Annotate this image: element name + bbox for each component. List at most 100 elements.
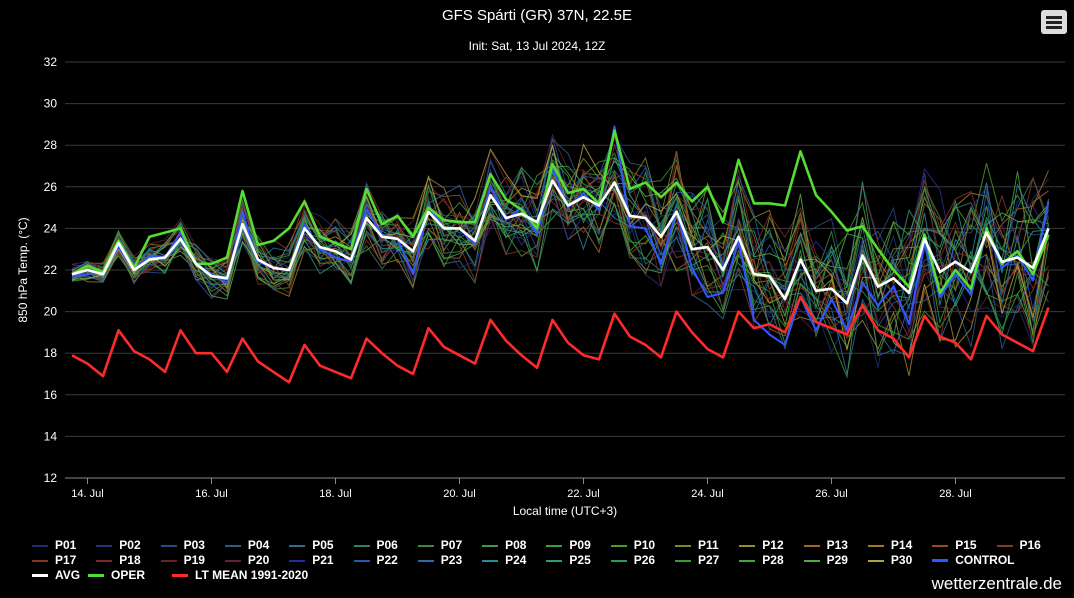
legend-item-p02[interactable]: P02: [96, 537, 141, 553]
legend-item-oper[interactable]: OPER: [88, 567, 145, 583]
y-axis-label: 850 hPa Temp. (°C): [16, 217, 30, 322]
legend-label: P18: [119, 553, 141, 567]
legend-label: P14: [890, 538, 913, 552]
legend-item-avg[interactable]: AVG: [32, 567, 80, 583]
legend-item-p13[interactable]: P13: [803, 537, 848, 553]
legend-item-p26[interactable]: P26: [610, 552, 655, 568]
legend-label: P20: [247, 553, 270, 567]
hamburger-menu-icon[interactable]: [1041, 10, 1067, 34]
series-line-avg: [71, 179, 1050, 305]
legend-item-p17[interactable]: P17: [32, 552, 76, 568]
legend-swatch: [32, 559, 48, 562]
legend-item-p14[interactable]: P14: [867, 537, 913, 553]
legend-label: P24: [505, 553, 527, 567]
x-tick-label: 16. Jul: [195, 488, 227, 500]
legend-swatch: [803, 559, 820, 562]
legend-item-p28[interactable]: P28: [739, 552, 784, 568]
y-tick-label: 30: [44, 97, 58, 111]
legend-label: P28: [762, 553, 784, 567]
legend-item-p06[interactable]: P06: [353, 537, 398, 553]
legend-label: LT MEAN 1991-2020: [195, 568, 309, 582]
legend-label: P27: [698, 553, 720, 567]
legend-swatch: [482, 559, 499, 562]
legend-swatch: [739, 559, 756, 562]
series-line-p29: [71, 152, 1049, 300]
legend-item-p12[interactable]: P12: [739, 537, 784, 553]
legend-swatch: [482, 544, 499, 547]
y-tick-label: 32: [44, 55, 58, 69]
legend-label: P16: [1019, 538, 1041, 552]
legend-item-p25[interactable]: P25: [546, 552, 591, 568]
legend-swatch: [867, 559, 884, 562]
legend-item-p27[interactable]: P27: [675, 552, 719, 568]
legend-swatch: [96, 544, 113, 547]
legend-item-p19[interactable]: P19: [160, 552, 205, 568]
legend-item-p11[interactable]: P11: [675, 537, 719, 553]
series-line-p25: [71, 156, 1049, 290]
legend-item-lt-mean-1991-2020[interactable]: LT MEAN 1991-2020: [172, 567, 308, 583]
legend-swatch: [32, 574, 48, 578]
legend-swatch: [932, 544, 949, 547]
series-line-oper: [71, 129, 1050, 295]
legend-swatch: [546, 544, 563, 547]
legend-swatch: [32, 544, 48, 547]
legend-item-control[interactable]: CONTROL: [932, 552, 1015, 568]
legend-item-p01[interactable]: P01: [32, 537, 76, 553]
y-tick-label: 18: [44, 346, 58, 360]
legend-label: P09: [569, 538, 591, 552]
legend-label: P11: [698, 538, 719, 552]
legend-swatch: [546, 559, 563, 562]
main-series-lines: [71, 125, 1050, 384]
legend-label: P08: [505, 538, 527, 552]
legend-swatch: [160, 559, 177, 562]
legend-item-p10[interactable]: P10: [610, 537, 655, 553]
legend-item-p29[interactable]: P29: [803, 552, 848, 568]
legend-label: P01: [55, 538, 77, 552]
legend-item-p21[interactable]: P21: [289, 552, 334, 568]
legend-swatch: [996, 544, 1013, 547]
series-line-control: [71, 125, 1050, 346]
ensemble-member-lines: [71, 128, 1049, 379]
legend-label: P19: [183, 553, 205, 567]
legend-label: P04: [247, 538, 270, 552]
legend-item-p30[interactable]: P30: [867, 552, 912, 568]
y-tick-label: 16: [44, 388, 58, 402]
legend-item-p07[interactable]: P07: [417, 537, 462, 553]
legend-item-p22[interactable]: P22: [353, 552, 398, 568]
legend-label: P12: [762, 538, 784, 552]
legend-swatch: [224, 559, 241, 562]
legend-item-p05[interactable]: P05: [289, 537, 334, 553]
legend-swatch: [160, 544, 177, 547]
series-line-p20: [71, 191, 1049, 339]
legend-label: OPER: [111, 568, 146, 582]
legend-item-p18[interactable]: P18: [96, 552, 141, 568]
legend-item-p24[interactable]: P24: [482, 552, 526, 568]
legend-label: P15: [955, 538, 977, 552]
series-line-p27: [71, 159, 1049, 379]
x-tick-label: 22. Jul: [567, 488, 599, 500]
legend-item-p04[interactable]: P04: [224, 537, 270, 553]
x-tick-label: 20. Jul: [443, 488, 475, 500]
x-axis-ticks: 14. Jul 16. Jul 18. Jul 20. Jul 22. Jul 24. J…: [71, 478, 972, 500]
legend-item-p20[interactable]: P20: [224, 552, 270, 568]
legend-item-p23[interactable]: P23: [417, 552, 462, 568]
y-tick-label: 12: [44, 471, 58, 485]
legend-swatch: [289, 559, 306, 562]
legend-swatch: [353, 544, 370, 547]
legend-swatch: [932, 559, 949, 563]
x-tick-label: 24. Jul: [691, 488, 723, 500]
legend-swatch: [803, 544, 820, 547]
legend-label: P29: [826, 553, 848, 567]
legend-swatch: [289, 544, 306, 547]
y-tick-label: 22: [44, 263, 58, 277]
brand-watermark: wetterzentrale.de: [931, 574, 1062, 593]
legend-label: P05: [312, 538, 334, 552]
legend-item-p09[interactable]: P09: [546, 537, 591, 553]
legend-item-p08[interactable]: P08: [482, 537, 526, 553]
legend-item-p16[interactable]: P16: [996, 537, 1041, 553]
legend-item-p03[interactable]: P03: [160, 537, 205, 553]
y-tick-label: 26: [44, 180, 58, 194]
legend-label: P17: [55, 553, 77, 567]
legend-item-p15[interactable]: P15: [932, 537, 977, 553]
